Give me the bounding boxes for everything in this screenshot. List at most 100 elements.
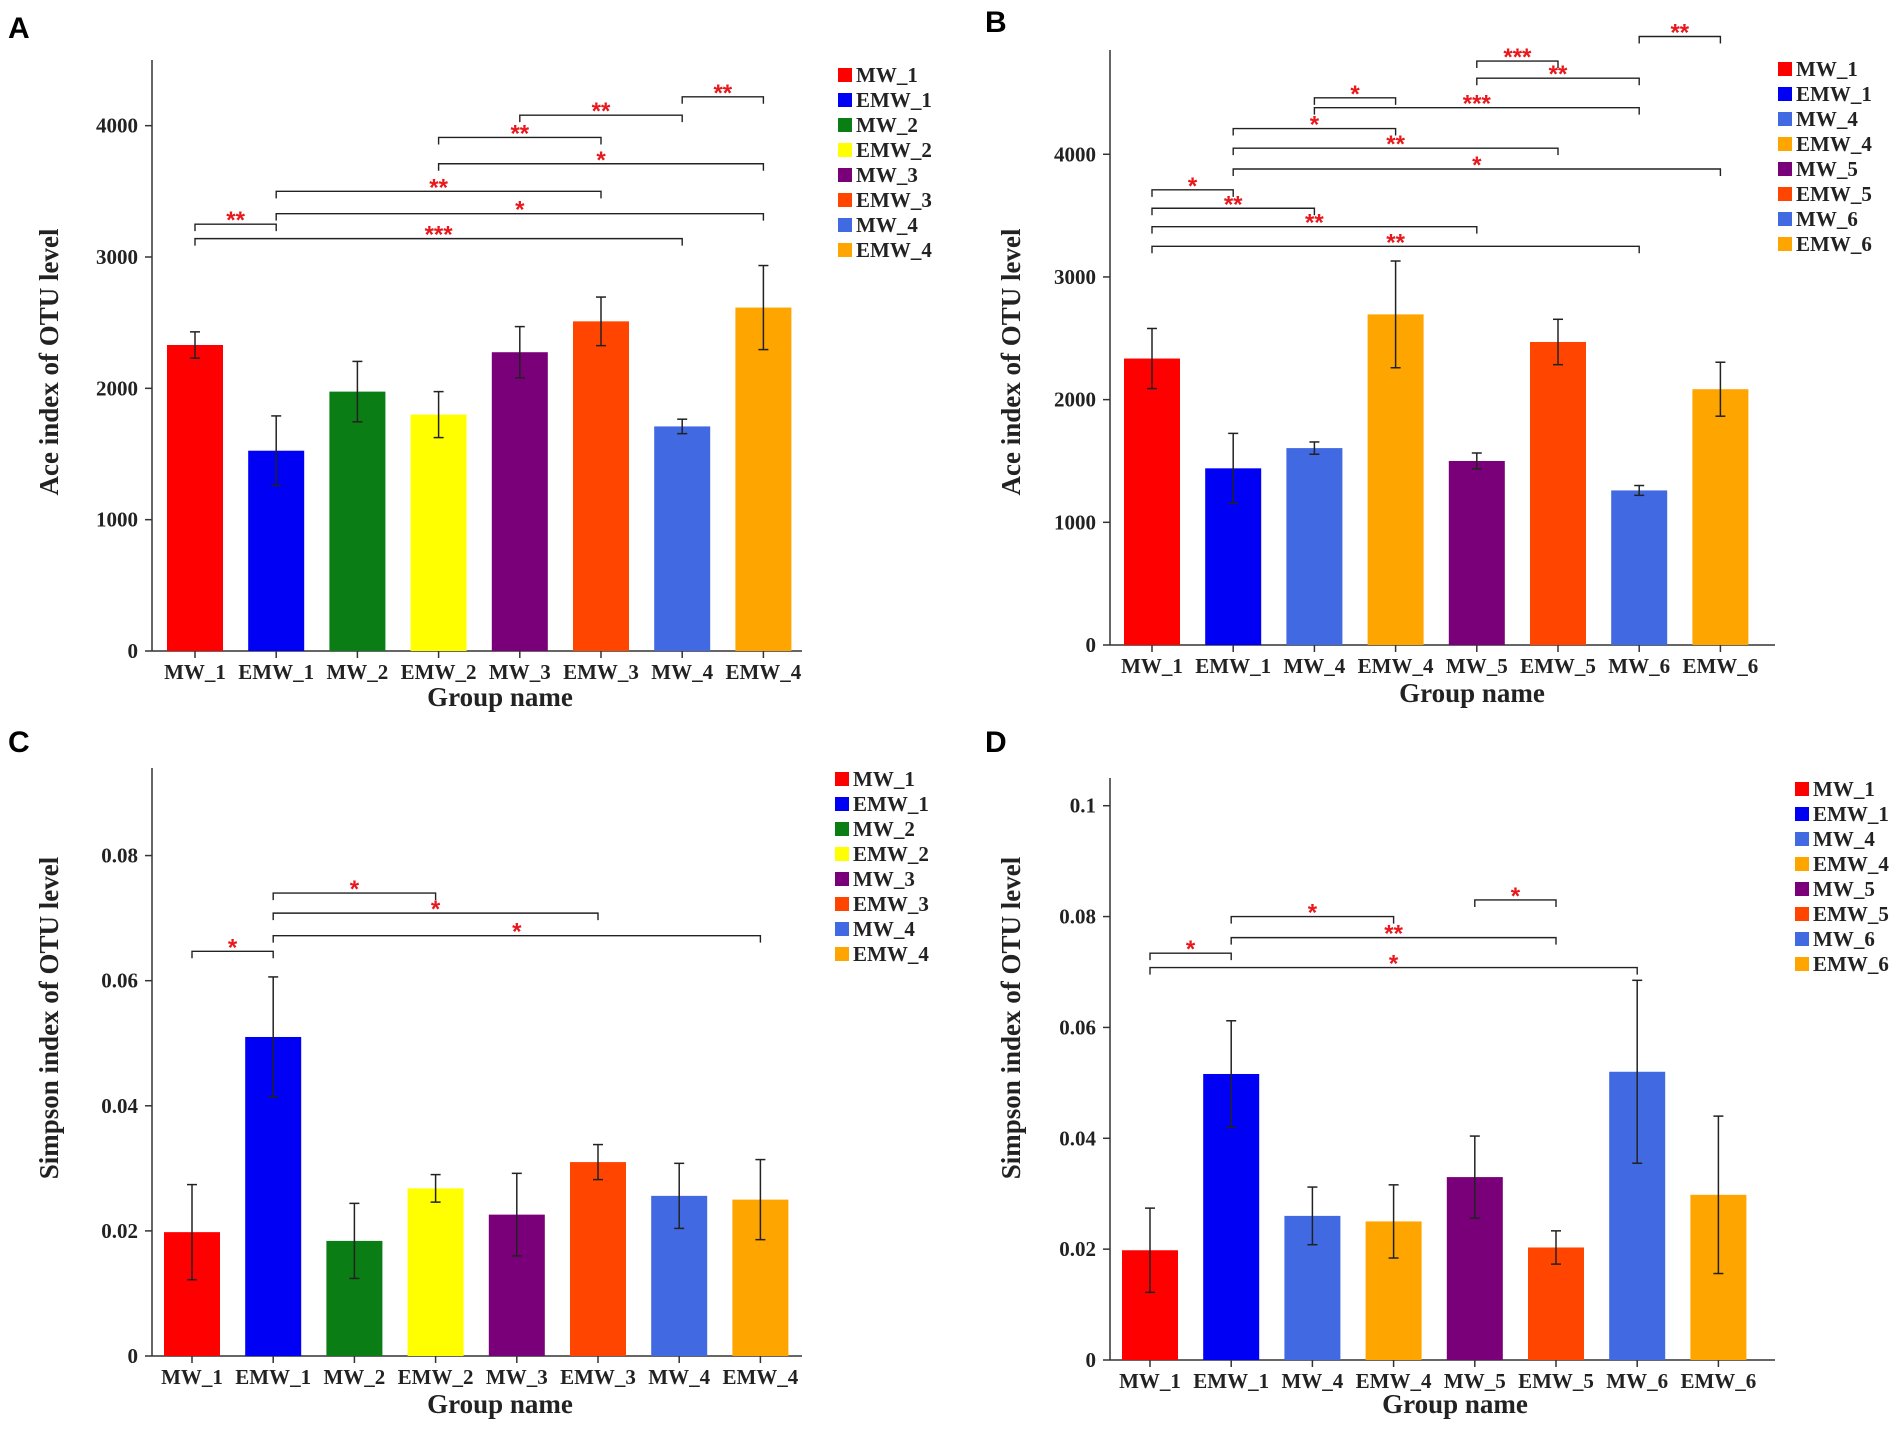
y-tick-label: 1000 [1054,510,1096,534]
bar-mw-4 [654,426,711,651]
significance-label: * [1389,951,1399,978]
y-tick-label: 0.06 [101,969,138,993]
legend-label: MW_6 [1813,927,1875,951]
bar-mw-1 [167,344,223,651]
significance-label: ** [1386,131,1405,158]
legend-swatch [835,947,849,961]
legend-swatch [1795,807,1809,821]
legend-swatch [1778,87,1792,101]
y-tick-label: 0.08 [101,844,138,868]
significance-label: ** [592,98,611,125]
x-tick-label: EMW_1 [1193,1369,1269,1393]
significance-bracket [1476,60,1559,69]
significance-bracket [1149,966,1638,975]
x-axis-title: Group name [427,1389,573,1419]
legend-swatch [835,897,849,911]
x-tick-label: EMW_3 [563,660,639,684]
legend-swatch [1778,62,1792,76]
significance-label: ** [713,80,732,107]
legend-label: MW_3 [856,163,918,187]
y-tick-label: 0 [128,1344,139,1368]
significance-bracket [275,212,765,221]
legend-swatch [1795,832,1809,846]
legend-swatch [838,168,852,182]
x-tick-label: EMW_5 [1518,1369,1594,1393]
x-tick-label: MW_6 [1606,1369,1668,1393]
panel-letter: A [8,12,30,45]
legend-label: MW_5 [1796,157,1858,181]
legend-label: MW_4 [856,213,918,237]
significance-label: * [1188,173,1198,200]
x-tick-label: MW_2 [326,660,388,684]
y-axis-title: Ace index of OTU level [996,228,1026,495]
panel-letter: B [985,6,1007,39]
significance-bracket [1232,168,1722,176]
x-tick-label: MW_4 [1283,654,1345,678]
significance-bracket [681,96,765,104]
bar-emw-5 [1528,1247,1584,1360]
significance-bracket [194,223,277,232]
legend-label: EMW_6 [1796,232,1872,256]
x-tick-label: EMW_1 [235,1365,311,1389]
bar-emw-3 [570,1162,626,1356]
y-tick-label: 0.04 [101,1094,138,1118]
bar-mw-2 [329,391,386,651]
significance-bracket [519,114,683,123]
x-tick-label: EMW_3 [560,1365,636,1389]
legend-swatch [1795,907,1809,921]
bar-emw-5 [1530,341,1586,645]
legend-label: MW_1 [1796,57,1858,81]
significance-label: ** [510,120,529,147]
significance-label: * [350,876,360,903]
bar-emw-4 [735,307,792,651]
legend-label: EMW_3 [853,892,929,916]
bar-mw-5 [1448,460,1505,645]
significance-label: * [1310,112,1320,139]
y-tick-label: 4000 [1054,142,1096,166]
significance-label: ** [226,207,245,234]
significance-bracket [1313,97,1397,105]
legend-label: EMW_3 [856,188,932,212]
legend-label: MW_4 [853,917,915,941]
bar-mw-4 [1286,448,1343,645]
legend-label: EMW_4 [856,238,932,262]
y-tick-label: 0 [1086,1348,1097,1372]
x-tick-label: EMW_4 [722,1365,798,1389]
significance-label: * [1350,81,1360,108]
legend-swatch [1795,882,1809,896]
y-tick-label: 0 [128,639,139,663]
significance-bracket [1232,127,1397,136]
legend-label: MW_5 [1813,877,1875,901]
significance-bracket [1230,915,1395,924]
legend-label: MW_1 [856,63,918,87]
significance-label: * [1511,883,1521,910]
legend-swatch [1778,187,1792,201]
significance-bracket [1313,106,1640,115]
legend-label: MW_3 [853,867,915,891]
y-tick-label: 3000 [1054,265,1096,289]
significance-label: *** [1503,44,1532,71]
y-tick-label: 4000 [96,114,138,138]
significance-label: ** [1386,229,1405,256]
x-tick-label: MW_3 [489,660,551,684]
legend-label: EMW_4 [1813,852,1889,876]
y-tick-label: 0.02 [101,1219,138,1243]
legend-label: EMW_1 [856,88,932,112]
legend-swatch [835,872,849,886]
y-tick-label: 2000 [1054,388,1096,412]
bar-mw-3 [491,352,548,651]
significance-label: * [431,896,441,923]
legend-label: MW_2 [853,817,915,841]
significance-bracket [437,163,765,171]
significance-label: * [1186,936,1196,963]
significance-label: ** [1305,210,1324,237]
legend-label: MW_6 [1796,207,1858,231]
significance-label: * [1472,152,1482,179]
legend-label: EMW_1 [853,792,929,816]
significance-bracket [272,912,599,921]
